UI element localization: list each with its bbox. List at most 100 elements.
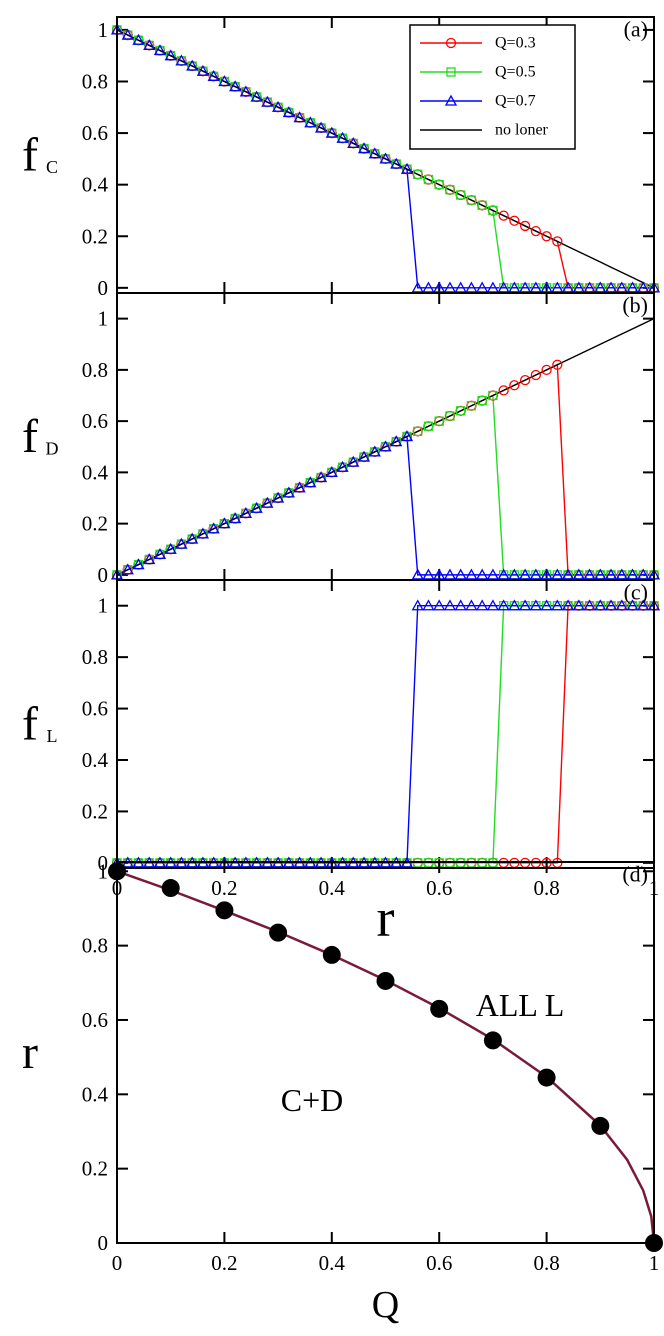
marker xyxy=(529,281,542,293)
x-axis-label: Q xyxy=(372,1284,399,1326)
y-tick-label: 0.8 xyxy=(82,69,108,93)
marker xyxy=(509,215,520,226)
series-line xyxy=(117,605,654,864)
marker xyxy=(594,599,607,611)
series-line xyxy=(116,435,654,576)
y-tick-label: 1 xyxy=(98,859,109,883)
marker xyxy=(239,507,252,519)
marker xyxy=(572,568,585,580)
marker xyxy=(477,395,487,406)
y-tick-label: 0 xyxy=(98,851,109,875)
marker xyxy=(637,599,650,611)
marker xyxy=(540,281,553,293)
marker xyxy=(443,568,457,580)
marker xyxy=(164,49,177,61)
marker xyxy=(121,563,134,575)
y-tick-label: 0.2 xyxy=(82,799,108,823)
marker xyxy=(465,599,478,611)
marker xyxy=(336,131,349,143)
marker xyxy=(379,152,392,164)
marker xyxy=(368,445,381,457)
marker xyxy=(615,568,628,580)
marker xyxy=(443,281,457,293)
marker xyxy=(541,364,552,376)
plot-frame xyxy=(116,861,655,1244)
x-tick-label: 0.4 xyxy=(319,1251,346,1275)
marker xyxy=(207,69,220,81)
y-tick-label: 0 xyxy=(98,1231,109,1255)
legend-label: Q=0.7 xyxy=(495,93,536,110)
legend-marker xyxy=(446,67,456,77)
marker xyxy=(454,599,467,611)
legend-label: no loner xyxy=(495,122,549,139)
y-tick-label: 1 xyxy=(98,18,109,42)
marker xyxy=(250,501,263,513)
marker xyxy=(445,411,455,421)
marker xyxy=(626,599,639,611)
y-tick-label: 0.4 xyxy=(82,173,109,197)
marker xyxy=(498,385,509,396)
marker xyxy=(476,599,489,611)
series-line xyxy=(116,394,654,576)
marker xyxy=(261,95,274,107)
marker xyxy=(497,281,510,293)
marker xyxy=(229,80,242,92)
y-tick-label: 0.4 xyxy=(82,748,109,772)
marker xyxy=(476,568,489,580)
panel-label: (b) xyxy=(622,293,648,318)
marker xyxy=(282,106,295,118)
marker xyxy=(434,180,444,190)
marker xyxy=(357,142,371,154)
marker xyxy=(430,999,449,1018)
marker xyxy=(413,169,423,179)
marker xyxy=(488,390,498,401)
marker xyxy=(583,599,596,611)
legend-box xyxy=(409,24,576,150)
marker xyxy=(422,599,435,611)
marker xyxy=(153,44,167,56)
marker xyxy=(422,568,435,580)
marker xyxy=(433,281,446,293)
x-tick-label: 0.6 xyxy=(426,1251,452,1275)
x-tick-label: 0.2 xyxy=(211,876,237,900)
series-line xyxy=(117,605,654,864)
marker xyxy=(143,553,156,565)
y-tick-label: 0.2 xyxy=(82,224,108,248)
marker xyxy=(314,121,328,133)
marker xyxy=(271,491,285,503)
marker xyxy=(400,162,414,174)
legend-marker xyxy=(444,94,458,106)
marker xyxy=(519,281,532,293)
marker xyxy=(594,281,607,293)
marker xyxy=(175,54,188,66)
marker xyxy=(132,558,145,570)
marker xyxy=(508,599,521,611)
marker xyxy=(486,568,500,580)
x-tick-label: 1 xyxy=(649,1251,660,1275)
marker xyxy=(423,174,434,185)
y-axis-label: f xyxy=(22,698,38,751)
marker xyxy=(445,185,455,195)
marker xyxy=(551,599,564,611)
marker xyxy=(591,1116,610,1135)
marker xyxy=(411,599,424,611)
marker xyxy=(293,111,306,123)
marker xyxy=(325,466,338,478)
marker xyxy=(121,28,134,40)
marker xyxy=(604,599,618,611)
marker xyxy=(594,568,607,580)
y-tick-label: 1 xyxy=(98,594,109,618)
marker xyxy=(390,435,403,447)
marker xyxy=(423,421,434,431)
marker xyxy=(552,359,563,370)
marker xyxy=(583,281,596,293)
marker xyxy=(572,599,585,611)
marker xyxy=(615,281,628,293)
y-tick-label: 0 xyxy=(98,563,109,587)
marker xyxy=(322,945,341,964)
panel-label: (c) xyxy=(624,580,648,605)
marker xyxy=(434,416,444,426)
marker xyxy=(483,1031,502,1050)
series-line xyxy=(116,317,655,576)
series-line xyxy=(117,605,654,864)
